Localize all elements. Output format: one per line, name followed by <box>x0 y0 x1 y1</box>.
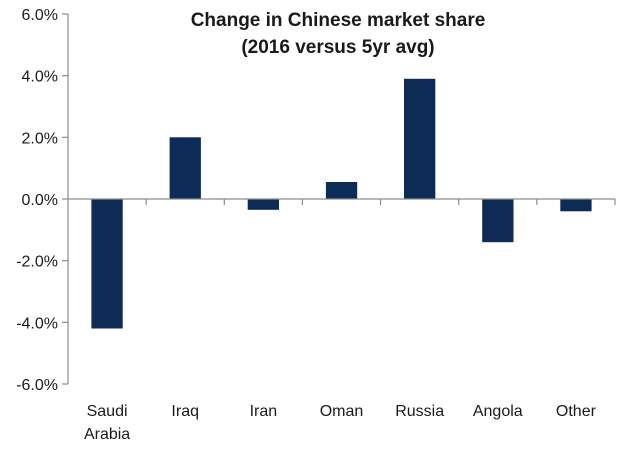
chart-title: Change in Chinese market share <box>191 10 486 31</box>
x-category-label: Other <box>556 403 597 420</box>
bar-angola <box>482 199 514 243</box>
y-tick-label: 4.0% <box>22 69 58 86</box>
bar-russia <box>404 78 436 200</box>
x-category-label: Iran <box>250 403 278 420</box>
x-category-label: Iraq <box>171 403 199 420</box>
y-tick-label: 0.0% <box>22 192 58 209</box>
x-category-label: Oman <box>320 403 364 420</box>
y-tick-label: -4.0% <box>16 315 58 332</box>
bar-saudi-arabia <box>91 199 123 329</box>
bar-iran <box>247 199 279 210</box>
x-axis <box>68 198 616 205</box>
y-tick-label: 6.0% <box>22 7 58 24</box>
chart-title-group: Change in Chinese market share (2016 ver… <box>191 10 486 58</box>
y-tick-label: 2.0% <box>22 130 58 147</box>
bar-other <box>560 199 592 212</box>
x-category-label: Angola <box>473 403 523 420</box>
y-tick-label: -6.0% <box>16 377 58 394</box>
bar-oman <box>325 182 358 199</box>
x-category-label: Russia <box>395 403 444 420</box>
y-tick-label: -2.0% <box>16 254 58 271</box>
x-category-label: Saudi <box>87 403 128 420</box>
chart-subtitle: (2016 versus 5yr avg) <box>241 37 434 58</box>
category-labels: Saudi Arabia Iraq Iran Oman Russia Angola Other <box>84 403 597 443</box>
bar-iraq <box>169 137 201 199</box>
bars-group <box>91 78 592 329</box>
y-axis: 6.0% 4.0% 2.0% 0.0% -2.0% -4.0% -6.0% <box>16 7 69 394</box>
x-category-label: Arabia <box>84 426 130 443</box>
